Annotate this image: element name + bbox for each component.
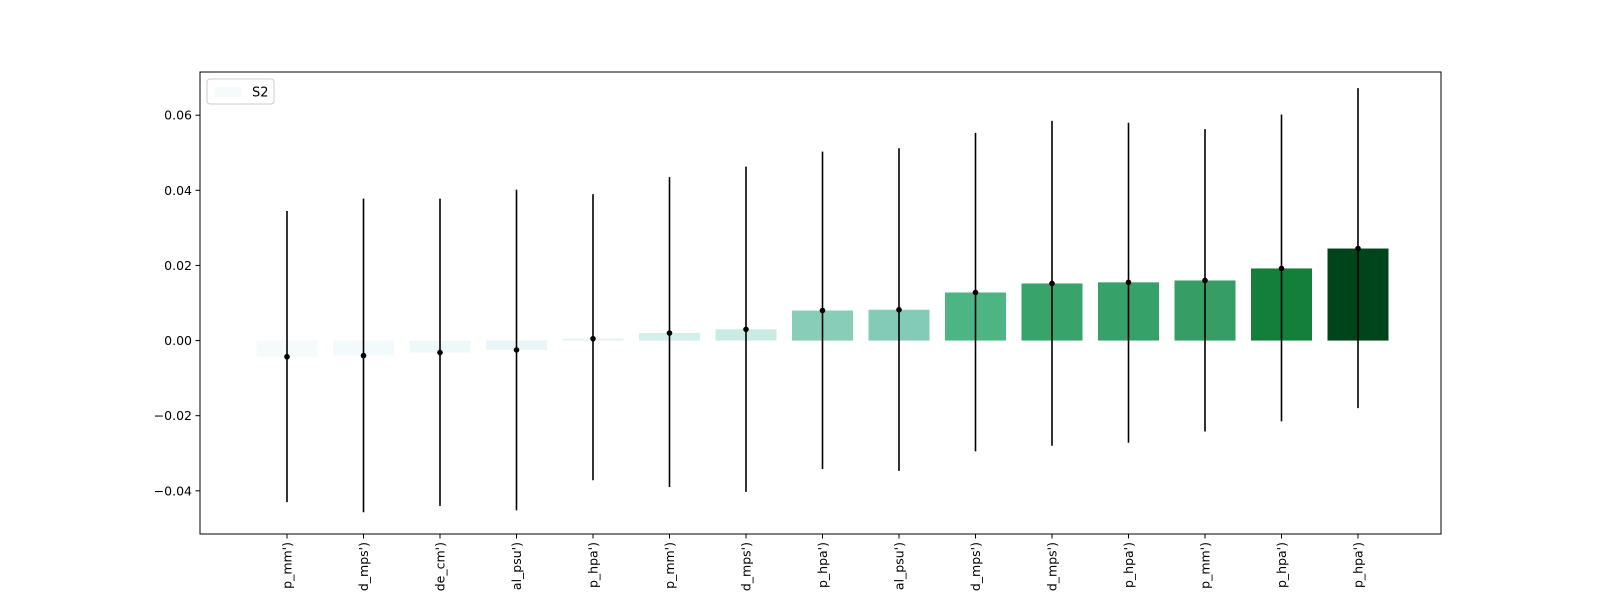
- x-tick-label: p_hpa'): [1274, 542, 1289, 588]
- x-tick-label: p_hpa'): [1121, 542, 1136, 588]
- legend-label: S2: [252, 86, 269, 101]
- x-tick-label: al_psu'): [509, 542, 524, 590]
- error-bars-group: [284, 88, 1361, 513]
- y-tick-label: −0.04: [154, 483, 192, 498]
- data-point: [743, 326, 749, 333]
- data-point: [360, 352, 367, 359]
- x-tick-label: d_mps'): [739, 542, 754, 591]
- data-point: [1125, 279, 1132, 286]
- x-tick-label: de_cm'): [433, 542, 448, 591]
- x-tick-label: p_hpa'): [586, 542, 601, 588]
- data-point: [896, 306, 902, 313]
- y-tick-label: 0.02: [164, 258, 192, 273]
- data-point: [666, 330, 673, 336]
- data-point: [819, 307, 826, 314]
- x-tick-label: p_hpa'): [1351, 542, 1366, 588]
- x-axis: p_mm') d_mps') de_cm') al_psu') p_hpa') p_mm'…: [280, 534, 1366, 591]
- y-axis: 0.06 0.04 0.02 0.00 −0.02 −0.04: [154, 108, 200, 498]
- data-point: [1355, 245, 1361, 252]
- x-tick-label: p_mm'): [280, 542, 295, 589]
- y-tick-label: 0.06: [164, 108, 192, 123]
- x-tick-label: d_mps'): [356, 542, 371, 591]
- x-tick-label: p_hpa'): [815, 542, 830, 588]
- data-point: [972, 289, 979, 296]
- data-point: [1278, 265, 1285, 272]
- legend-swatch: [214, 87, 242, 97]
- x-tick-label: p_mm'): [1198, 542, 1213, 589]
- data-point: [1049, 280, 1055, 287]
- data-point: [513, 347, 520, 353]
- x-tick-label: d_mps'): [968, 542, 983, 591]
- data-point: [437, 349, 443, 356]
- y-tick-label: −0.02: [154, 408, 192, 423]
- y-tick-label: 0.00: [164, 333, 192, 348]
- x-tick-label: p_mm'): [662, 542, 677, 589]
- y-tick-label: 0.04: [164, 183, 192, 198]
- legend: S2: [206, 78, 275, 105]
- x-tick-label: al_psu'): [892, 542, 907, 590]
- x-tick-label: d_mps'): [1045, 542, 1060, 591]
- data-point: [284, 353, 290, 360]
- data-point: [590, 335, 596, 342]
- data-point: [1202, 277, 1208, 284]
- axes-frame: [199, 71, 1442, 535]
